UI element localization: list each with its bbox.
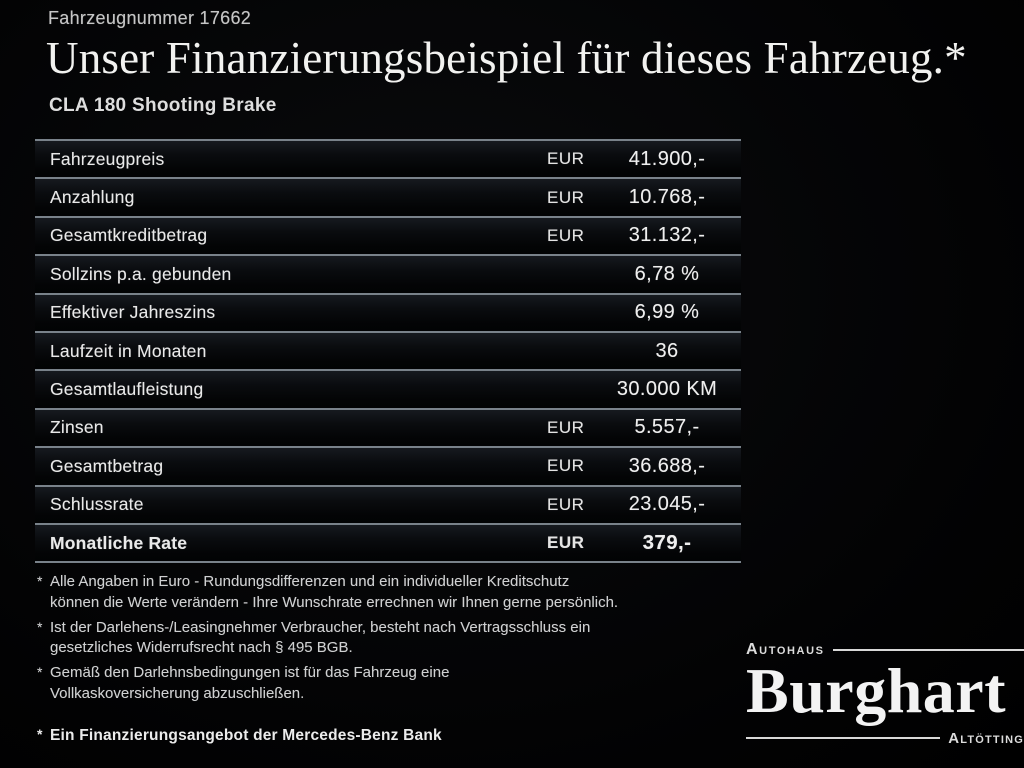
footnote-marker: * [37, 726, 43, 742]
row-value: 41.900,- [628, 147, 706, 170]
footnote: * Ist der Darlehens-/Leasingnehmer Verbr… [37, 618, 753, 660]
dealer-logo-top-row: Autohaus [746, 641, 1024, 659]
footnote-marker: * [37, 573, 43, 589]
row-label: Zinsen [50, 417, 104, 438]
row-schlussrate: Schlussrate EUR 23.045,- [35, 484, 741, 523]
financing-table: Fahrzeugpreis EUR 41.900,- Anzahlung EUR… [35, 139, 741, 564]
logo-rule-top [832, 649, 1024, 651]
row-value: 31.132,- [628, 224, 706, 247]
dealer-logo-bottom-row: Altötting [746, 729, 1024, 747]
row-label: Gesamtbetrag [50, 455, 164, 476]
row-gesamtlaufleistung: Gesamtlaufleistung 30.000 KM [35, 369, 741, 408]
row-zinsen: Zinsen EUR 5.557,- [35, 407, 741, 447]
row-value: 6,99 % [634, 301, 700, 324]
row-value: 6,78 % [634, 262, 700, 285]
footnote-text: Ist der Darlehens-/Leasingnehmer Verbrau… [50, 618, 591, 657]
row-value: 5.557,- [634, 416, 700, 439]
row-value: 36.688,- [628, 454, 706, 477]
row-currency: EUR [547, 494, 585, 514]
row-label: Fahrzeugpreis [50, 148, 165, 169]
vehicle-number: Fahrzeugnummer 17662 [48, 8, 252, 28]
row-label: Monatliche Rate [50, 532, 188, 553]
row-currency: EUR [547, 149, 585, 169]
row-anzahlung: Anzahlung EUR 10.768,- [35, 177, 741, 216]
row-currency: EUR [547, 417, 585, 437]
row-value: 30.000 KM [616, 378, 718, 401]
dealer-logo: Autohaus Burghart Altötting [746, 641, 1024, 747]
row-value: 379,- [642, 531, 692, 555]
row-label: Anzahlung [50, 187, 135, 208]
page-title: Unser Finanzierungsbeispiel für dieses F… [46, 33, 967, 83]
row-sollzins: Sollzins p.a. gebunden 6,78 % [35, 254, 741, 293]
row-value: 23.045,- [628, 493, 706, 516]
row-gesamtkreditbetrag: Gesamtkreditbetrag EUR 31.132,- [35, 215, 741, 255]
row-value: 36 [655, 339, 679, 362]
row-laufzeit: Laufzeit in Monaten 36 [35, 330, 741, 370]
row-currency: EUR [547, 533, 585, 553]
footnote: * Gemäß den Darlehnsbedingungen ist für … [37, 663, 753, 705]
footnote-text: Gemäß den Darlehnsbedingungen ist für da… [50, 664, 450, 702]
row-currency: EUR [547, 456, 585, 476]
bank-offer-note: * Ein Finanzierungsangebot der Mercedes-… [37, 726, 442, 745]
footnotes: * Alle Angaben in Euro - Rundungsdiffere… [37, 572, 753, 709]
dealer-logo-city: Altötting [948, 729, 1024, 747]
footnote-marker: * [37, 664, 43, 681]
bank-offer-text: Ein Finanzierungsangebot der Mercedes-Be… [50, 727, 442, 744]
row-label: Effektiver Jahreszins [50, 302, 216, 323]
footnote-text: Alle Angaben in Euro - Rundungsdifferenz… [50, 573, 619, 611]
row-value: 10.768,- [628, 186, 706, 209]
dealer-logo-name: Burghart [746, 655, 1006, 726]
row-label: Sollzins p.a. gebunden [50, 263, 232, 284]
logo-rule-bottom [746, 737, 941, 739]
row-gesamtbetrag: Gesamtbetrag EUR 36.688,- [35, 446, 741, 485]
row-label: Schlussrate [50, 494, 144, 515]
row-fahrzeugpreis: Fahrzeugpreis EUR 41.900,- [35, 139, 741, 178]
dealer-logo-autohaus: Autohaus [746, 641, 825, 658]
row-label: Laufzeit in Monaten [50, 340, 207, 361]
row-monatliche-rate: Monatliche Rate EUR 379,- [35, 522, 741, 562]
row-label: Gesamtkreditbetrag [50, 225, 208, 246]
footnote-marker: * [37, 618, 43, 635]
vehicle-model: CLA 180 Shooting Brake [49, 95, 277, 116]
row-effektiver-jahreszins: Effektiver Jahreszins 6,99 % [35, 292, 741, 331]
footnote: * Alle Angaben in Euro - Rundungsdiffere… [37, 572, 753, 614]
row-currency: EUR [547, 187, 585, 207]
row-currency: EUR [547, 225, 585, 245]
row-label: Gesamtlaufleistung [50, 379, 204, 400]
